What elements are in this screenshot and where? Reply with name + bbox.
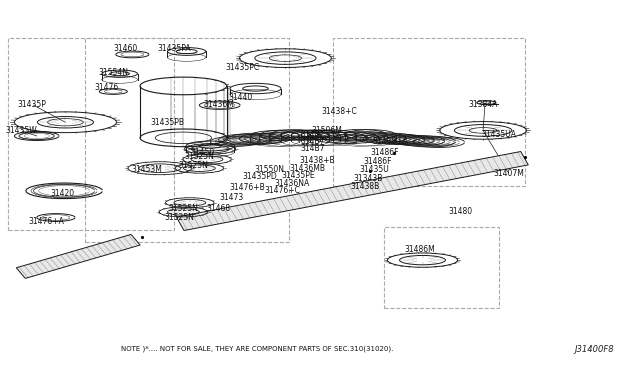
Text: 31435U: 31435U	[360, 165, 390, 174]
Text: 31525N: 31525N	[164, 213, 194, 222]
Text: 314B7: 314B7	[301, 144, 325, 153]
Text: 31486F: 31486F	[370, 148, 399, 157]
Text: 31407M: 31407M	[493, 169, 524, 177]
Text: 31468: 31468	[207, 204, 230, 213]
Text: J31400F8: J31400F8	[574, 344, 614, 353]
Text: 31487: 31487	[300, 129, 324, 139]
Text: 31525N: 31525N	[168, 204, 198, 213]
Text: 31486F: 31486F	[364, 157, 392, 166]
Text: 31435P: 31435P	[18, 100, 47, 109]
Text: 31480: 31480	[449, 208, 473, 217]
Text: 31435UA: 31435UA	[481, 129, 516, 139]
Text: 31476+C: 31476+C	[264, 186, 300, 195]
Text: 31438+B: 31438+B	[300, 156, 335, 165]
Text: 31473: 31473	[219, 193, 243, 202]
Text: 314B7: 314B7	[301, 137, 325, 146]
Text: 31460: 31460	[114, 44, 138, 53]
Text: 31438B: 31438B	[351, 182, 380, 190]
Polygon shape	[16, 234, 140, 278]
Text: 31525N: 31525N	[178, 161, 208, 170]
Text: 31343B: 31343B	[354, 174, 383, 183]
Text: 31453M: 31453M	[132, 165, 163, 174]
Text: 31476: 31476	[95, 83, 119, 92]
Text: 31450: 31450	[191, 148, 214, 157]
Text: 31384A: 31384A	[468, 100, 498, 109]
Polygon shape	[177, 151, 528, 231]
Text: 31486M: 31486M	[404, 244, 435, 253]
Text: 31435PB: 31435PB	[150, 119, 184, 128]
Text: 31476+B: 31476+B	[229, 183, 265, 192]
Text: 31506M: 31506M	[312, 126, 342, 135]
Text: NOTE )*.... NOT FOR SALE, THEY ARE COMPONENT PARTS OF SEC.310(31020).: NOTE )*.... NOT FOR SALE, THEY ARE COMPO…	[120, 346, 393, 352]
Text: 31554N: 31554N	[99, 68, 128, 77]
Text: 31420: 31420	[50, 189, 74, 198]
Text: 31525N: 31525N	[184, 152, 214, 161]
Text: 31435W: 31435W	[5, 126, 36, 135]
Text: 31436MB: 31436MB	[290, 164, 326, 173]
Text: 31436M: 31436M	[203, 100, 234, 109]
Text: 31435PC: 31435PC	[226, 63, 260, 72]
Text: 31435PD: 31435PD	[243, 172, 277, 181]
Text: 31435PA: 31435PA	[157, 44, 191, 53]
Text: 31438+C: 31438+C	[322, 108, 358, 116]
Text: 31476+A: 31476+A	[28, 217, 64, 226]
Text: 31440: 31440	[228, 93, 253, 102]
Text: 31438+A: 31438+A	[372, 137, 408, 146]
Text: 31436NA: 31436NA	[274, 179, 309, 187]
Text: 31435PE: 31435PE	[282, 171, 315, 180]
Text: 31550N: 31550N	[255, 165, 285, 174]
